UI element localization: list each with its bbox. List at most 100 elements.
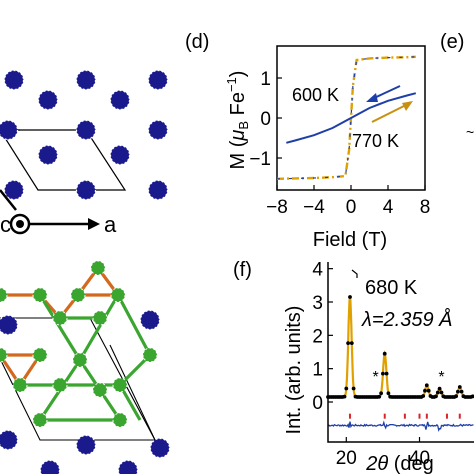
data-point: [384, 371, 389, 376]
data-point: [382, 351, 387, 356]
data-point: [342, 394, 347, 399]
data-point: [457, 385, 462, 389]
data-point: [437, 386, 442, 391]
blue-atom: [75, 119, 97, 141]
sweep-arrowhead-blue: [366, 93, 378, 102]
difference-curve: [327, 420, 474, 432]
panel-d-xlabel: Field (T): [313, 229, 387, 251]
data-point: [349, 341, 354, 345]
blue-atom: [109, 144, 131, 166]
green-atom: [92, 382, 108, 398]
data-point: [379, 391, 383, 396]
panel-f-ticks: 20 40 0 1 2 3 4: [312, 260, 430, 469]
green-atom: [142, 347, 158, 363]
curve-770k: [286, 92, 417, 144]
data-point: [377, 394, 382, 399]
impurity-star: *: [438, 369, 444, 386]
green-atom: [0, 347, 8, 363]
green-atom: [0, 287, 8, 303]
green-atom: [52, 377, 68, 393]
y-tick-label: 2: [312, 326, 323, 347]
panel-f-frame: [327, 262, 474, 443]
c-axis-line: [0, 189, 17, 211]
panel-f-xlabel: 2θ (deg: [365, 453, 434, 474]
x-tick-label: −4: [303, 197, 325, 218]
panel-d-ticks: −8 −4 0 4 8 −1 0 1: [249, 69, 430, 218]
green-atom: [12, 377, 28, 393]
blue-atom-group: [0, 69, 169, 201]
green-atom: [32, 287, 48, 303]
y-tick-label: 3: [312, 293, 323, 314]
data-point: [434, 394, 438, 399]
annotation-680k: 680 K: [365, 277, 418, 299]
panel-e-fragment: ~: [466, 124, 474, 140]
lattice-top-panel: c a: [0, 69, 169, 237]
y-tick-label: 4: [312, 260, 323, 281]
x-tick-label: 20: [336, 448, 357, 469]
x-tick-label: 4: [383, 197, 394, 218]
y-tick-label: 0: [260, 109, 271, 130]
impurity-star: *: [372, 369, 378, 386]
green-atom: [112, 377, 128, 393]
blue-atom: [3, 179, 25, 201]
blue-atom: [75, 179, 97, 201]
green-atom: [32, 347, 48, 363]
blue-atom: [37, 144, 59, 166]
lattice-axes: c a: [0, 189, 117, 237]
green-atom: [32, 412, 48, 428]
blue-atom: [75, 69, 97, 91]
green-atom: [72, 352, 88, 368]
x-tick-label: 40: [409, 448, 430, 469]
panel-f-ylabel: Int. (arb. units): [283, 306, 305, 435]
panel-d-magnetization: (d) M (μB Fe−1) −8 −4 0 4 8 −1 0 1 Field (T) 60…: [185, 31, 430, 251]
sweep-arrows: [366, 85, 413, 123]
y-tick-label: 1: [312, 360, 323, 381]
c-axis-dot: [16, 220, 24, 228]
annotation-lambda: λ=2.359 Å: [361, 308, 452, 331]
data-point: [439, 390, 444, 395]
panel-f-curves: * *: [326, 295, 474, 432]
x-tick-label: −8: [266, 197, 288, 218]
data-point: [459, 389, 464, 394]
green-atom: [112, 412, 128, 428]
data-point: [346, 341, 350, 345]
blue-atom: [39, 459, 61, 474]
green-bond: [38, 294, 82, 361]
green-atom: [52, 310, 68, 326]
blue-atom: [37, 89, 59, 111]
a-axis-label: a: [104, 212, 117, 237]
annotation-600k: 600 K: [292, 85, 339, 105]
data-point: [381, 371, 385, 376]
green-atom: [90, 260, 106, 276]
panel-d-ylabel: M (μB Fe−1): [224, 71, 251, 170]
blue-atom: [3, 69, 25, 91]
curve-600k: [276, 55, 416, 180]
blue-atom: [0, 314, 19, 336]
c-axis-label: c: [0, 212, 11, 237]
data-point: [386, 391, 391, 396]
data-point: [470, 394, 474, 399]
data-point: [454, 394, 458, 399]
unit-cell-rhombus: [0, 129, 127, 191]
kagome-lattice-panel: [0, 260, 171, 474]
data-point: [423, 388, 427, 393]
sweep-arrow-gold: [371, 104, 407, 123]
kagome-atom-group: [0, 260, 171, 474]
blue-atom: [75, 434, 97, 456]
blue-atom: [147, 119, 169, 141]
data-point: [344, 386, 349, 391]
green-atom: [70, 287, 86, 303]
blue-atom: [149, 437, 171, 459]
blue-atom: [109, 89, 131, 111]
green-bond: [78, 294, 120, 361]
curve-600k-overlay: [276, 56, 416, 180]
blue-atom: [0, 429, 19, 451]
y-tick-label: 1: [260, 69, 271, 90]
y-tick-label: −1: [249, 149, 271, 170]
annotation-770k: 770 K: [352, 131, 399, 151]
y-tick-label: 0: [312, 393, 323, 414]
green-atom: [92, 310, 108, 326]
data-point: [424, 383, 429, 388]
green-bond: [116, 294, 152, 356]
data-point: [426, 388, 431, 393]
